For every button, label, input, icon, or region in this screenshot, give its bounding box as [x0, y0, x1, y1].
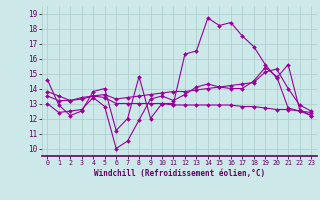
X-axis label: Windchill (Refroidissement éolien,°C): Windchill (Refroidissement éolien,°C): [94, 169, 265, 178]
